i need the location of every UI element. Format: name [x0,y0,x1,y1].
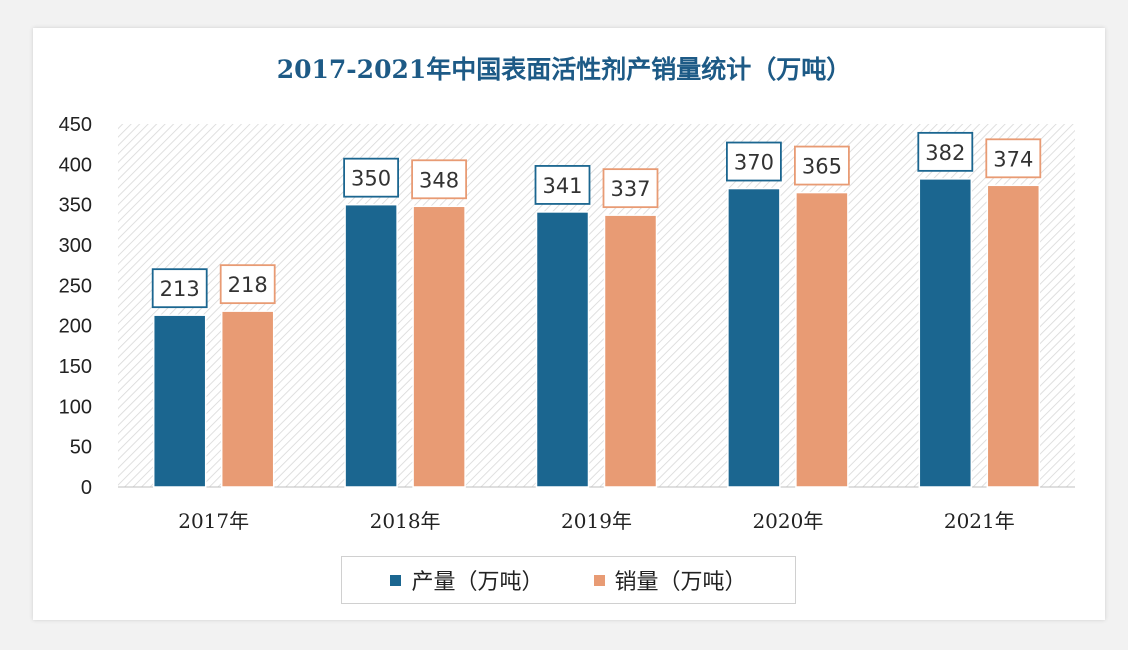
y-tick-label: 50 [70,437,92,459]
data-label-box [917,131,974,172]
data-label-box [726,141,782,182]
y-tick-label: 200 [59,316,92,338]
bar-sales [412,205,466,488]
data-label-box [602,168,659,209]
x-tick-label: 2017年 [178,509,249,533]
legend-item-production[interactable]: 产量（万吨） [390,564,544,596]
legend-label-production: 产量（万吨） [411,569,544,594]
data-label: 337 [610,177,650,201]
bar-production [918,178,973,488]
data-label: 382 [925,141,965,165]
bar-sales [603,214,658,488]
bar-sales [986,184,1041,488]
data-label-box [411,159,468,200]
legend-item-sales[interactable]: 销量（万吨） [593,564,747,596]
bar-sales [220,310,275,488]
y-tick-label: 250 [59,275,92,297]
data-label: 370 [734,151,774,175]
y-tick-label: 150 [59,356,92,378]
y-tick-label: 0 [81,477,92,499]
x-tick-label: 2021年 [944,509,1015,533]
legend-label-sales: 销量（万吨） [614,569,747,594]
data-label-box [985,138,1042,179]
bar-sales [795,191,849,488]
x-tick-label: 2020年 [752,509,823,533]
data-label: 350 [351,167,391,191]
plot-area [118,124,1075,487]
y-tick-label: 100 [59,396,92,418]
bar-production [344,203,398,488]
data-label-box [343,157,400,198]
bar-production [152,314,207,488]
y-tick-label: 300 [59,235,92,257]
data-label-box [219,264,276,305]
bar-production [535,211,590,488]
data-label-box [534,165,591,205]
data-label-box [794,145,850,186]
legend-swatch-sales [593,574,605,586]
y-tick-label: 450 [59,114,92,136]
data-label: 341 [542,174,582,198]
data-label: 348 [419,168,459,192]
x-tick-label: 2019年 [561,509,632,533]
data-label: 213 [160,277,200,301]
data-label: 374 [993,147,1033,171]
data-label: 218 [228,273,268,297]
bar-production [727,187,781,488]
chart-title: 2017-2021年中国表面活性剂产销量统计（万吨） [276,55,852,84]
data-label: 365 [802,155,842,179]
data-label-box [151,268,208,309]
x-tick-label: 2018年 [370,509,441,533]
legend: 产量（万吨） 销量（万吨） [341,556,796,604]
y-tick-label: 400 [59,154,92,176]
y-tick-label: 350 [59,195,92,217]
legend-swatch-production [390,574,402,586]
